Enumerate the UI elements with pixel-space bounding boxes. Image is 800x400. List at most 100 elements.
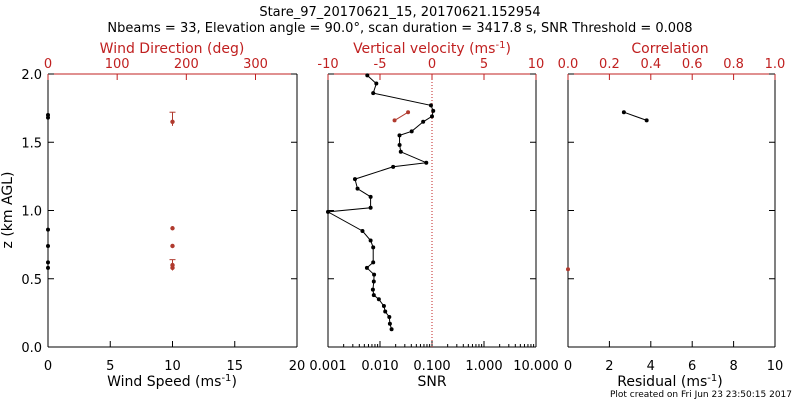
snr-point <box>376 297 381 302</box>
snr-point <box>389 327 394 332</box>
footer-note: Plot created on Fri Jun 23 23:50:15 2017 <box>610 390 792 400</box>
y-tick-label: 0.5 <box>21 273 42 288</box>
corr-top-tick-label: 0.2 <box>599 57 620 72</box>
wind-bottom-tick-label: 10 <box>164 359 181 374</box>
snr-point <box>368 238 373 243</box>
vertical-top-tick-label: 5 <box>480 57 488 72</box>
corr-bottom-tick-label: 2 <box>605 359 613 374</box>
correlation-axis-label: Correlation <box>631 41 708 57</box>
snr-point <box>360 228 365 233</box>
corr-top-tick-label: 1.0 <box>765 57 786 72</box>
wind-top-tick-label: 300 <box>243 57 268 72</box>
y-tick-label: 2.0 <box>21 68 42 83</box>
vertical-velocity-line <box>394 111 409 121</box>
snr-point <box>397 133 402 138</box>
vertical-top-tick-label: -5 <box>374 57 387 72</box>
vertical-bottom-tick-label: 0.001 <box>309 359 346 374</box>
snr-point <box>398 149 403 154</box>
corr-bottom-tick-label: 8 <box>729 359 737 374</box>
wind-bottom-tick-label: 5 <box>106 359 114 374</box>
wind-bottom-tick-label: 20 <box>289 359 306 374</box>
snr-point <box>387 314 392 319</box>
snr-point <box>381 304 386 309</box>
residual-line <box>623 111 647 121</box>
snr-line <box>326 75 434 330</box>
snr-point <box>409 129 414 134</box>
wind-top-tick-label: 200 <box>174 57 199 72</box>
vertical-bottom-tick-label: 1.000 <box>465 359 502 374</box>
wind-bottom-tick-label: 15 <box>226 359 243 374</box>
corr-bottom-tick-label: 6 <box>688 359 696 374</box>
y-tick-label: 0.0 <box>21 341 42 356</box>
corr-panel: 0 2 4 6 8 10 0.0 0.2 0.4 0.6 0.8 1.0 <box>558 57 786 374</box>
wind-speed-label-sup: -1 <box>221 373 231 384</box>
vertical-velocity-point <box>406 110 411 115</box>
y-axis-label: z (km AGL) <box>0 172 16 249</box>
wind-bottom-tick-label: 0 <box>44 359 52 374</box>
residual-point <box>644 118 649 123</box>
snr-point <box>365 73 370 78</box>
vertical-top-tick-label: 10 <box>528 57 545 72</box>
vertical-velocity-axis-label: Vertical velocity (ms-1) <box>353 40 511 57</box>
vertical-top-tick-label: 0 <box>428 57 436 72</box>
vertical-velocity-point <box>392 118 397 123</box>
wind-speed-point <box>46 243 50 248</box>
snr-point <box>374 81 379 86</box>
snr-point <box>371 293 376 298</box>
vertical-bottom-tick-label: 0.100 <box>413 359 450 374</box>
corr-bottom-tick-label: 0 <box>564 359 572 374</box>
snr-point <box>421 119 426 124</box>
wind-speed-point <box>46 265 50 270</box>
vertical-velocity-label-sup: -1 <box>495 40 505 51</box>
vertical-bottom-tick-label: 0.010 <box>361 359 398 374</box>
wind-direction-point <box>170 226 175 231</box>
vertical-panel: 0.001 0.010 0.100 1.000 10.000 -10 -5 0 5 10 <box>309 57 558 374</box>
snr-point <box>391 164 396 169</box>
y-tick-label: 1.0 <box>21 205 42 220</box>
wind-direction-point <box>170 119 175 124</box>
snr-point <box>371 91 376 96</box>
snr-point <box>326 209 330 214</box>
vertical-velocity-label-text: Vertical velocity (ms <box>353 41 495 57</box>
wind-panel: 0.00.51.01.52.00 5 10 15 200 100 200 300 <box>21 57 305 374</box>
correlation-point <box>566 267 570 272</box>
corr-top-tick-label: 0.6 <box>682 57 703 72</box>
wind-direction-axis-label: Wind Direction (deg) <box>100 41 245 57</box>
wind-speed-point <box>46 260 50 265</box>
residual-label-end: ) <box>717 374 722 390</box>
snr-point <box>428 103 433 108</box>
y-tick-label: 1.5 <box>21 136 42 151</box>
snr-point <box>371 279 376 284</box>
chart-title-line1: Stare_97_20170621_15, 20170621.152954 <box>259 5 540 20</box>
wind-top-tick-label: 100 <box>105 57 130 72</box>
snr-point <box>352 177 357 182</box>
vertical-bottom-tick-label: 10.000 <box>513 359 559 374</box>
corr-top-tick-label: 0.4 <box>640 57 661 72</box>
snr-point <box>383 309 388 314</box>
snr-point <box>387 321 392 326</box>
snr-point <box>364 265 369 270</box>
snr-point <box>371 260 376 265</box>
snr-point <box>372 272 377 277</box>
wind-direction-point <box>170 243 175 249</box>
wind-speed-label-end: ) <box>231 374 236 390</box>
wind-speed-point <box>46 115 50 120</box>
snr-point <box>430 114 434 119</box>
vertical-velocity-label-end: ) <box>505 41 510 57</box>
corr-top-tick-label: 0.8 <box>723 57 744 72</box>
wind-direction-point <box>170 265 175 271</box>
wind-speed-label-text: Wind Speed (ms <box>107 374 221 390</box>
snr-point <box>355 186 360 191</box>
snr-point <box>368 194 373 199</box>
snr-point <box>424 160 429 165</box>
vertical-top-tick-label: -10 <box>317 57 338 72</box>
snr-point <box>370 287 375 292</box>
wind-top-tick-label: 0 <box>44 57 52 72</box>
wind-speed-point <box>46 227 50 232</box>
residual-label-sup: -1 <box>707 373 717 384</box>
wind-speed-axis-label: Wind Speed (ms-1) <box>107 373 237 390</box>
chart-title-line2: Nbeams = 33, Elevation angle = 90.0°, sc… <box>107 21 692 36</box>
snr-point <box>397 142 402 147</box>
